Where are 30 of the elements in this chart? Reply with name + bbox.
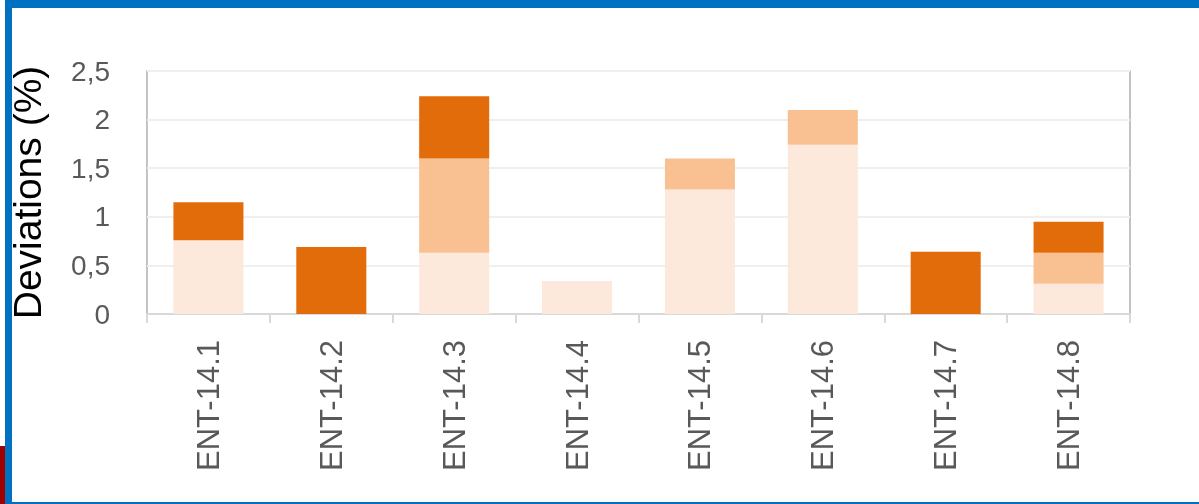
- bar: [1033, 283, 1104, 314]
- x-tick-label: ENT-14.2: [313, 340, 349, 471]
- bar: [787, 144, 858, 314]
- bar: [419, 252, 490, 314]
- bar: [419, 158, 490, 253]
- bar: [542, 280, 613, 314]
- bar: [1033, 221, 1104, 253]
- bar: [173, 240, 244, 314]
- x-tick-label: ENT-14.1: [190, 340, 226, 471]
- y-tick-label: 0,5: [71, 249, 110, 281]
- bar: [664, 158, 735, 190]
- bar: [787, 109, 858, 145]
- x-tick-label: ENT-14.7: [928, 340, 964, 471]
- bar: [296, 246, 367, 314]
- y-axis-title: Deviations (%): [6, 65, 49, 320]
- y-tick-label: 2,5: [71, 55, 110, 87]
- bar: [1033, 252, 1104, 284]
- bar: [910, 251, 981, 314]
- x-tick-label: ENT-14.6: [805, 340, 841, 471]
- bar: [664, 189, 735, 314]
- x-tick-label: ENT-14.5: [682, 340, 718, 471]
- y-tick-label: 1,5: [71, 152, 110, 184]
- bar: [173, 202, 244, 241]
- x-tick-label: ENT-14.8: [1051, 340, 1087, 471]
- x-tick-label: ENT-14.4: [559, 340, 595, 471]
- y-tick-label: 2: [94, 104, 110, 136]
- y-tick-label: 0: [94, 298, 110, 330]
- x-tick-label: ENT-14.3: [436, 340, 472, 471]
- bar: [419, 96, 490, 159]
- y-tick-label: 1: [94, 201, 110, 233]
